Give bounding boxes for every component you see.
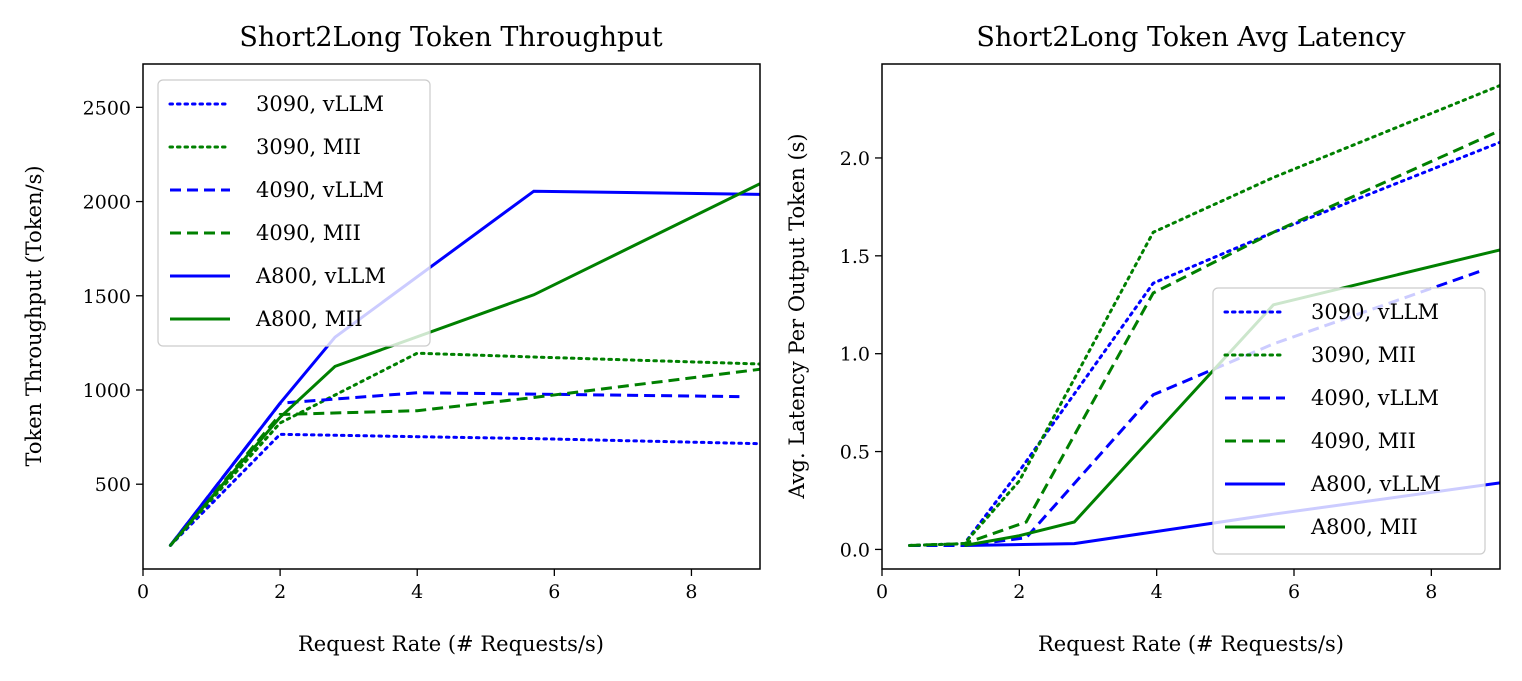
latency-legend: 3090, vLLM 3090, MII 4090, vLLM 4090, MII A8… <box>1212 287 1486 555</box>
latency-y-tick-label: 2.0 <box>840 148 870 170</box>
latency-x-tick-label: 4 <box>1151 581 1163 603</box>
throughput-axes-frame <box>142 63 761 570</box>
throughput-panel: 0 2 4 6 8 500 1000 1500 2000 2500 Short2Long Tok… <box>22 22 761 656</box>
throughput-x-axis-label: Request Rate (# Requests/s) <box>298 632 604 656</box>
throughput-y-ticks: 500 1000 1500 2000 2500 <box>83 97 143 496</box>
latency-y-ticks: 0.0 0.5 1.0 1.5 2.0 <box>840 148 882 561</box>
latency-x-ticks: 0 2 4 6 8 <box>876 569 1437 603</box>
throughput-x-tick-label: 2 <box>274 581 286 603</box>
latency-panel: 0 2 4 6 8 0.0 0.5 1.0 1.5 2.0 Short2Long Token A… <box>785 22 1501 656</box>
throughput-x-tick-label: 0 <box>137 581 149 603</box>
throughput-x-tick-label: 8 <box>685 581 697 603</box>
latency-series-line-a800-mii <box>964 248 1500 547</box>
latency-series-line-4090-vllm <box>909 270 1480 547</box>
latency-legend-label-3090-mii: 3090, MII <box>1311 343 1416 367</box>
throughput-y-axis-label: Token Throughput (Token/s) <box>22 165 46 466</box>
latency-legend-label-3090-vllm: 3090, vLLM <box>1311 300 1439 324</box>
throughput-y-tick-label: 2000 <box>83 192 131 214</box>
throughput-series-line-4090-mii <box>169 367 760 547</box>
throughput-legend-label-a800-mii: A800, MII <box>255 307 363 331</box>
latency-x-axis-label: Request Rate (# Requests/s) <box>1038 632 1344 656</box>
throughput-series-line-3090-vllm <box>168 432 760 547</box>
throughput-legend-label-4090-vllm: 4090, vLLM <box>256 178 384 202</box>
latency-x-tick-label: 6 <box>1288 581 1300 603</box>
throughput-y-tick-label: 2500 <box>83 97 131 119</box>
throughput-legend-label-4090-mii: 4090, MII <box>256 221 361 245</box>
latency-y-tick-label: 1.0 <box>840 344 870 366</box>
throughput-y-tick-label: 500 <box>95 474 131 496</box>
throughput-x-ticks: 0 2 4 6 8 <box>137 569 697 603</box>
latency-axes-frame <box>881 63 1501 570</box>
latency-x-tick-label: 8 <box>1425 581 1437 603</box>
throughput-series-line-a800-mii <box>169 182 760 547</box>
throughput-y-tick-label: 1000 <box>83 380 131 402</box>
throughput-legend-label-a800-vllm: A800, vLLM <box>255 264 386 288</box>
throughput-legend: 3090, vLLM 3090, MII 4090, vLLM 4090, MII A8… <box>157 79 431 347</box>
latency-legend-label-4090-vllm: 4090, vLLM <box>1311 386 1439 410</box>
latency-x-tick-label: 2 <box>1013 581 1025 603</box>
latency-legend-label-a800-mii: A800, MII <box>1310 515 1418 539</box>
latency-x-tick-label: 0 <box>876 581 888 603</box>
throughput-series-line-3090-mii <box>168 351 760 547</box>
throughput-y-tick-label: 1500 <box>83 286 131 308</box>
latency-chart-title: Short2Long Token Avg Latency <box>976 22 1406 53</box>
latency-y-tick-label: 1.5 <box>840 246 870 268</box>
latency-legend-label-4090-mii: 4090, MII <box>1311 429 1416 453</box>
throughput-x-tick-label: 6 <box>548 581 560 603</box>
latency-y-tick-label: 0.5 <box>840 442 870 464</box>
latency-legend-label-a800-vllm: A800, vLLM <box>1310 472 1441 496</box>
throughput-chart-title: Short2Long Token Throughput <box>239 22 662 53</box>
throughput-legend-label-3090-vllm: 3090, vLLM <box>256 92 384 116</box>
latency-y-tick-label: 0.0 <box>840 539 870 561</box>
throughput-x-tick-label: 4 <box>411 581 423 603</box>
latency-series-line-3090-mii <box>908 84 1500 547</box>
throughput-legend-label-3090-mii: 3090, MII <box>256 135 361 159</box>
latency-y-axis-label: Avg. Latency Per Output Token (s) <box>785 133 809 499</box>
